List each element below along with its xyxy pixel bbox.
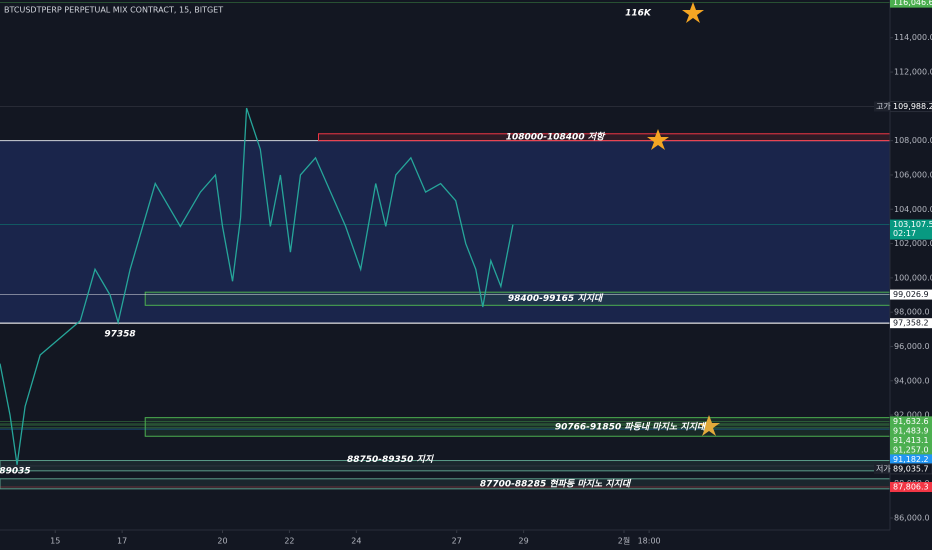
x-tick-label: 27 xyxy=(452,537,462,546)
chart-title: BTCUSDTPERP PERPETUAL MIX CONTRACT, 15, … xyxy=(4,6,223,15)
y-tick-label: 102,000.0 xyxy=(894,239,932,248)
y-tick-label: 100,000.0 xyxy=(894,273,932,282)
range-box xyxy=(0,140,890,324)
x-tick-label: 24 xyxy=(351,537,361,546)
y-tick-label: 108,000.0 xyxy=(894,136,932,145)
price-tag-name: 저가 xyxy=(876,464,891,473)
price-label: 91,413.1 xyxy=(893,436,929,445)
price-label: 116,046.6 xyxy=(893,0,932,7)
zone-label: 90766-91850 파동내 마지노 지지대 xyxy=(555,421,707,432)
price-tag xyxy=(890,454,932,465)
tag-box xyxy=(874,463,889,474)
price-label: 97,358.2 xyxy=(893,319,929,328)
price-tag xyxy=(890,289,932,300)
price-label: 91,632.6 xyxy=(893,417,929,426)
price-tag xyxy=(890,482,932,493)
price-label: 103,107.5 xyxy=(893,220,932,229)
price-tag xyxy=(890,425,932,436)
star xyxy=(647,129,669,150)
x-tick-label: 22 xyxy=(284,537,294,546)
y-tick-label: 96,000.0 xyxy=(894,342,930,351)
zone-label: 87700-88285 현파동 마지노 지지대 xyxy=(480,478,632,489)
price-label: 87,806.3 xyxy=(893,483,929,492)
main-layer xyxy=(0,107,514,465)
y-tick-label: 104,000.0 xyxy=(894,205,932,214)
price-tag xyxy=(889,101,932,113)
y-tick-label: 114,000.0 xyxy=(894,33,932,42)
annotation: 116K xyxy=(625,9,652,19)
zone xyxy=(144,417,891,437)
star xyxy=(698,415,720,436)
price-label: 89,035.7 xyxy=(893,464,929,473)
countdown: 02:17 xyxy=(893,229,916,238)
price-tag xyxy=(890,444,932,455)
price-label: 99,026.9 xyxy=(893,290,929,299)
price-tag xyxy=(890,0,932,8)
price-tag xyxy=(890,435,932,446)
back-layer xyxy=(0,2,891,490)
annotation: 97358 xyxy=(104,330,135,340)
price-tag xyxy=(890,219,932,240)
price-tag xyxy=(889,463,932,475)
zone-label: 108000-108400 저항 xyxy=(506,132,606,143)
y-tick-label: 112,000.0 xyxy=(894,68,932,77)
annotation: 89035 xyxy=(0,467,31,477)
price-tag-name: 고가 xyxy=(876,102,891,111)
price-label: 91,483.9 xyxy=(893,426,929,435)
star xyxy=(682,2,704,23)
price-label: 91,257.0 xyxy=(893,445,929,454)
x-tick-label: 18:00 xyxy=(638,537,661,546)
zone-label: 98400-99165 지지대 xyxy=(508,293,604,304)
x-tick-label: 17 xyxy=(117,537,127,546)
y-tick-label: 92,000.0 xyxy=(894,411,930,420)
price-label: 109,988.2 xyxy=(893,102,932,111)
x-tick-label: 29 xyxy=(519,537,529,546)
y-tick-label: 86,000.0 xyxy=(894,513,930,522)
y-tick-label: 106,000.0 xyxy=(894,170,932,179)
x-tick-label: 20 xyxy=(217,537,227,546)
x-tick-label: 2월 xyxy=(618,536,630,546)
x-tick-label: 15 xyxy=(50,537,60,546)
price-label: 91,182.2 xyxy=(893,455,929,464)
tag-box xyxy=(874,101,889,112)
zone-label: 88750-89350 지지 xyxy=(347,454,435,465)
price-tag xyxy=(890,318,932,329)
price-line xyxy=(0,107,514,465)
price-tag xyxy=(890,416,932,427)
y-tick-label: 98,000.0 xyxy=(894,308,930,317)
y-tick-label: 94,000.0 xyxy=(894,376,930,385)
